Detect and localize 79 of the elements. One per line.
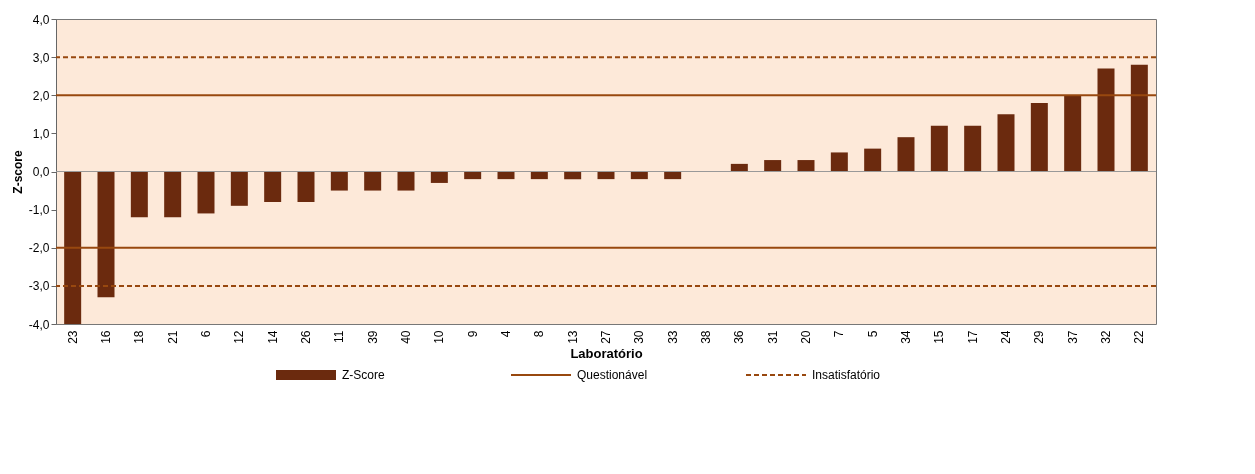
- x-tick-label: 32: [1099, 330, 1113, 344]
- bar: [564, 171, 582, 180]
- bar: [930, 125, 948, 172]
- y-tick-label: -2,0: [28, 241, 50, 256]
- x-tick-label: 4: [499, 330, 513, 338]
- x-axis-title: Laboratório: [570, 345, 643, 361]
- x-tick-label: 40: [399, 330, 413, 344]
- y-axis-title: Z-score: [10, 150, 25, 194]
- bar: [864, 148, 882, 172]
- y-tick-label: -1,0: [28, 203, 50, 218]
- x-tick-label: 21: [165, 330, 180, 344]
- bar: [330, 171, 348, 191]
- bar: [364, 171, 382, 191]
- x-tick-label: 36: [732, 330, 747, 344]
- bar: [1097, 68, 1115, 172]
- y-tick-label: -3,0: [28, 279, 50, 294]
- bar: [97, 171, 115, 298]
- bar: [264, 171, 282, 202]
- bar: [830, 152, 848, 172]
- bar: [1030, 102, 1048, 172]
- x-tick-label: 39: [365, 330, 380, 344]
- bar: [897, 137, 915, 172]
- bar: [430, 171, 448, 183]
- bar: [130, 171, 148, 218]
- x-tick-label: 12: [232, 330, 247, 344]
- bar: [464, 171, 482, 180]
- x-tick-label: 38: [699, 330, 713, 344]
- x-tick-label: 9: [465, 330, 480, 338]
- x-tick-label: 5: [865, 330, 880, 338]
- y-tick-label: -4,0: [28, 317, 50, 332]
- bar: [530, 171, 548, 180]
- x-tick-label: 11: [332, 330, 347, 343]
- x-tick-label: 18: [132, 330, 147, 344]
- x-tick-label: 29: [1032, 330, 1047, 344]
- bar: [764, 160, 782, 172]
- x-tick-label: 10: [432, 330, 447, 344]
- bar: [230, 171, 248, 206]
- x-tick-label: 24: [999, 330, 1013, 344]
- x-tick-label: 33: [665, 330, 680, 344]
- y-tick-label: 2,0: [32, 88, 50, 103]
- x-tick-label: 15: [932, 330, 947, 344]
- x-tick-label: 22: [1132, 330, 1147, 344]
- x-tick-label: 27: [599, 330, 613, 344]
- bar: [730, 163, 748, 172]
- x-tick-label: 20: [799, 330, 813, 344]
- bar: [197, 171, 215, 214]
- x-tick-label: 23: [65, 330, 80, 344]
- x-tick-label: 17: [965, 330, 980, 344]
- bar: [964, 125, 982, 172]
- y-tick-label: 0,0: [32, 165, 50, 179]
- bar: [1130, 64, 1148, 172]
- x-tick-label: 31: [765, 330, 780, 344]
- y-tick-label: 3,0: [32, 50, 50, 65]
- bar: [397, 171, 415, 191]
- bar: [630, 171, 648, 180]
- x-tick-label: 37: [1065, 330, 1080, 344]
- legend-label: Questionável: [577, 368, 648, 382]
- x-tick-label: 26: [299, 330, 313, 344]
- x-tick-label: 13: [565, 330, 580, 344]
- bar: [164, 171, 182, 218]
- bar: [664, 171, 682, 180]
- x-tick-label: 7: [832, 330, 847, 338]
- legend-label: Insatisfatório: [812, 368, 881, 382]
- x-tick-label: 34: [899, 330, 913, 344]
- bar: [597, 171, 615, 180]
- x-tick-label: 8: [532, 330, 547, 338]
- bar: [797, 160, 815, 172]
- x-tick-label: 14: [265, 330, 280, 344]
- bar: [64, 171, 82, 324]
- bar: [997, 114, 1015, 172]
- y-tick-label: 4,0: [32, 12, 50, 27]
- legend-label: Z-Score: [342, 368, 385, 382]
- bar: [1064, 95, 1082, 172]
- bar: [497, 171, 515, 180]
- x-tick-label: 16: [99, 330, 113, 344]
- x-tick-label: 6: [199, 330, 213, 338]
- bar: [297, 171, 315, 202]
- y-tick-label: 1,0: [32, 126, 50, 141]
- x-tick-label: 30: [632, 330, 647, 344]
